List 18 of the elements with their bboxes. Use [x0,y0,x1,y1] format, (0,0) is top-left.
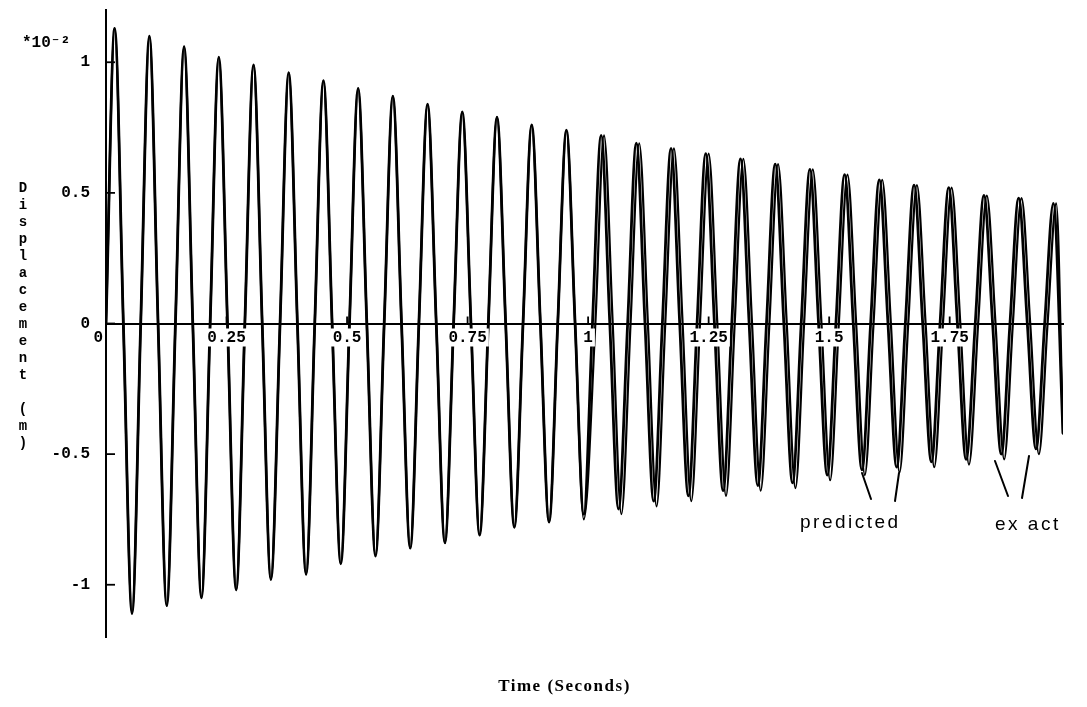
legend-label: ex act [995,513,1061,534]
x-tick-label: 0.5 [332,328,362,347]
y-tick-label: -1 [70,575,90,594]
x-tick-label: 0.25 [207,328,246,347]
x-axis-title: Time (Seconds) [497,676,632,696]
y-axis-title: Displacement (m) [15,180,31,452]
x-tick-label: 0 [93,328,104,347]
y-tick-label: 0.5 [61,183,90,202]
y-tick-label: 0 [80,314,90,333]
x-tick-label: 1.5 [814,328,844,347]
legend-label: predicted [800,511,901,532]
y-tick-label: 1 [80,53,90,72]
x-tick-label: 1 [583,328,593,347]
text: *10⁻² [22,33,71,52]
x-tick-label: 0.75 [448,328,487,347]
x-tick-label: 1.25 [689,328,728,347]
x-tick-label: 1.75 [930,328,969,347]
y-tick-label: -0.5 [51,445,90,464]
